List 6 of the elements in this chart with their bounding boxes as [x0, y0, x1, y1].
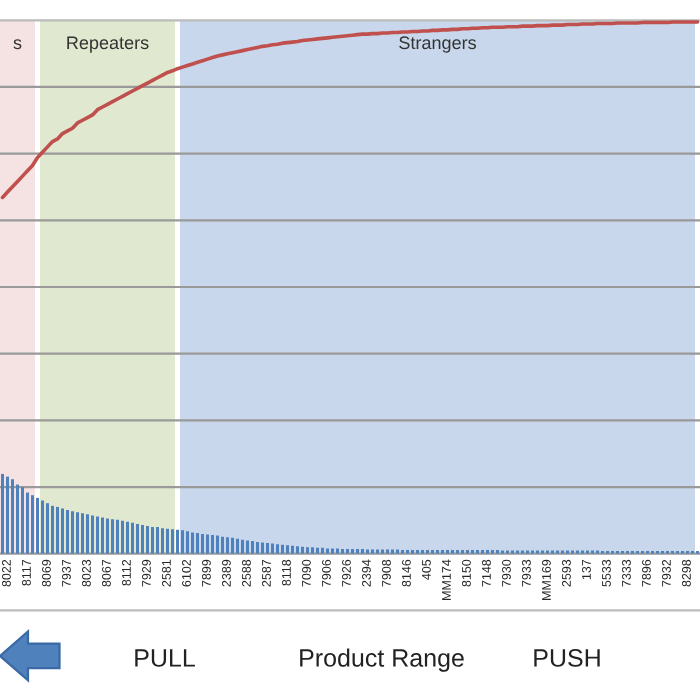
band-label: s — [13, 39, 22, 50]
text: PUSH — [534, 649, 600, 667]
band-label: Repeaters — [67, 36, 149, 53]
text: Product Range — [300, 648, 464, 672]
band-label: Strangers — [399, 36, 476, 53]
text: PULL — [135, 649, 195, 667]
